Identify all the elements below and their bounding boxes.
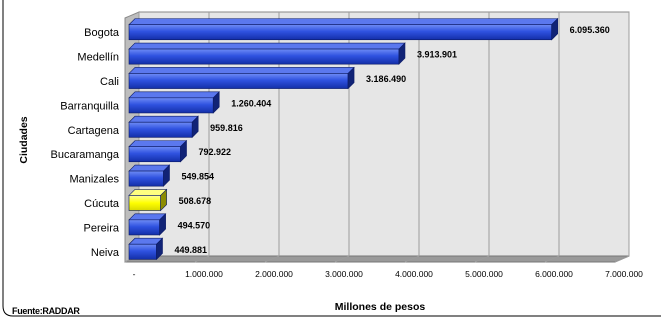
data-label: 6.095.360 <box>570 25 610 35</box>
bar <box>128 170 164 187</box>
bar <box>128 219 160 236</box>
bar-end <box>347 66 355 90</box>
plot-floor <box>124 255 630 263</box>
category-label: Cali <box>100 76 119 88</box>
bar-end <box>551 17 558 41</box>
bar <box>128 146 181 163</box>
x-tick-label: 7.000.000 <box>605 269 643 279</box>
source-note: Fuente:RADDAR <box>12 306 80 316</box>
x-tick-label: - <box>133 269 136 279</box>
data-label: 792.922 <box>199 147 232 157</box>
gridline-floor <box>474 255 490 263</box>
bar <box>128 48 400 65</box>
x-tick-label: 1.000.000 <box>185 269 223 279</box>
data-label: 549.854 <box>181 172 214 182</box>
bar-top <box>128 42 406 50</box>
x-tick-label: 6.000.000 <box>535 269 573 279</box>
y-axis-title: Ciudades <box>18 116 30 163</box>
bar-end <box>180 139 187 163</box>
data-label: 959.816 <box>210 123 243 133</box>
gridline-floor <box>404 255 420 263</box>
gridline-floor <box>614 255 630 263</box>
data-label: 449.881 <box>174 245 207 255</box>
bar <box>128 121 193 138</box>
bar-end <box>398 42 406 65</box>
bar-end <box>159 213 166 236</box>
bar-top <box>128 115 199 123</box>
bar-end <box>212 91 220 114</box>
bar-end <box>156 237 163 261</box>
data-label: 508.678 <box>179 196 212 206</box>
bar-end <box>160 188 167 212</box>
bar-top <box>128 67 355 74</box>
x-axis-title: Millones de pesos <box>335 301 426 313</box>
category-label: Bogota <box>84 27 120 39</box>
data-label: 3.186.490 <box>366 74 406 84</box>
category-label: Pereira <box>84 222 120 234</box>
bar-end <box>163 164 170 187</box>
gridline-floor <box>264 255 280 263</box>
bar-top <box>128 164 171 172</box>
data-label: 494.570 <box>178 220 211 230</box>
category-label: Barranquilla <box>60 100 120 112</box>
category-label: Neiva <box>91 247 120 259</box>
category-label: Cartagena <box>68 125 120 137</box>
category-label: Bucaramanga <box>51 149 120 161</box>
gridline-floor <box>334 255 350 263</box>
gridline-floor <box>544 255 560 263</box>
category-label: Medellín <box>77 52 119 64</box>
gridline-floor <box>194 255 210 263</box>
bar <box>128 24 552 41</box>
bar <box>128 195 161 211</box>
category-label: Manizales <box>69 174 119 186</box>
data-label: 1.260.404 <box>231 98 271 108</box>
bar-top <box>128 189 168 196</box>
category-label: Cúcuta <box>84 198 120 210</box>
bar-top <box>128 18 559 25</box>
bar-end <box>191 115 199 139</box>
x-tick-label: 2.000.000 <box>255 269 293 279</box>
bar <box>128 73 349 89</box>
bar <box>128 97 214 114</box>
x-tick-label: 3.000.000 <box>325 269 363 279</box>
x-tick-label: 4.000.000 <box>395 269 433 279</box>
data-label: 3.913.901 <box>417 50 457 60</box>
bar-top <box>128 91 220 99</box>
bar <box>128 243 157 260</box>
x-tick-label: 5.000.000 <box>465 269 503 279</box>
bar-top <box>128 140 188 147</box>
